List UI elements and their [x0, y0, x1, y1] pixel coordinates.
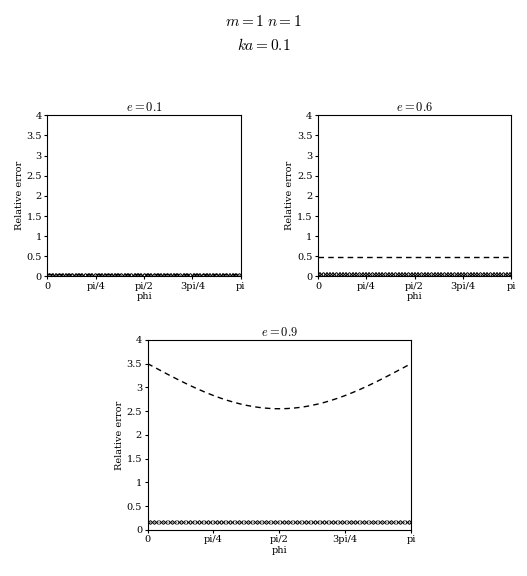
- Title: $e = 0.1$: $e = 0.1$: [125, 101, 162, 114]
- X-axis label: phi: phi: [271, 546, 287, 555]
- X-axis label: phi: phi: [136, 293, 152, 301]
- X-axis label: phi: phi: [407, 293, 422, 301]
- Text: $ka = 0.1$: $ka = 0.1$: [237, 37, 290, 54]
- Y-axis label: Relative error: Relative error: [285, 161, 294, 230]
- Title: $e = 0.9$: $e = 0.9$: [261, 325, 298, 339]
- Y-axis label: Relative error: Relative error: [115, 400, 124, 469]
- Y-axis label: Relative error: Relative error: [15, 161, 24, 230]
- Text: $m = 1 \; n = 1$: $m = 1 \; n = 1$: [225, 14, 302, 29]
- Title: $e = 0.6$: $e = 0.6$: [396, 101, 433, 114]
